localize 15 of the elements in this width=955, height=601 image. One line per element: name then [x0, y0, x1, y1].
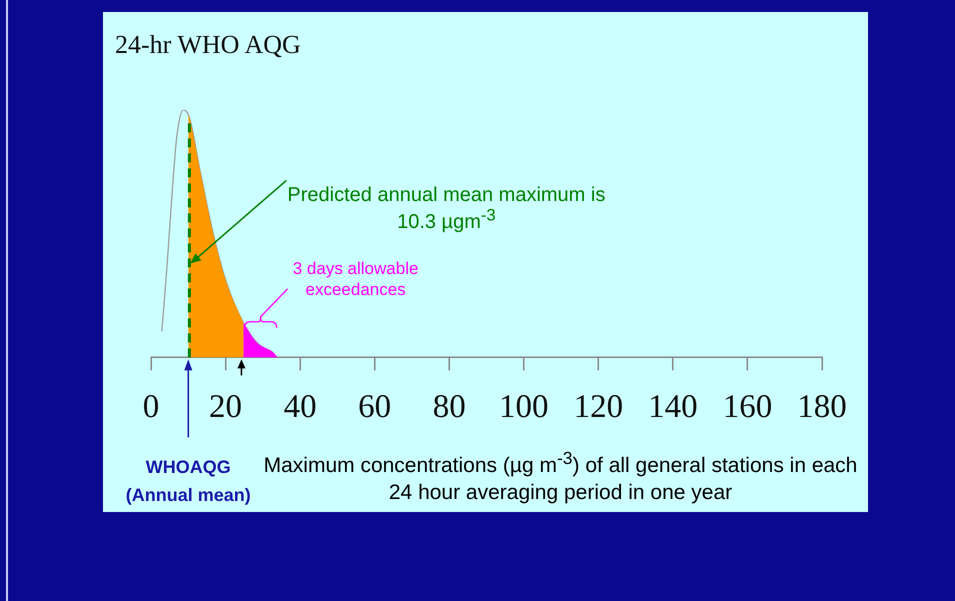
annotation: 3 days allowable exceedances — [292, 258, 420, 300]
x-tick-label: 140 — [648, 388, 698, 425]
x-tick-label: 60 — [358, 388, 392, 425]
chart-title: 24-hr WHO AQG — [115, 30, 301, 60]
x-tick-label: 40 — [284, 388, 317, 425]
x-tick-label: 20 — [209, 388, 242, 425]
x-axis-title: Maximum concentrations (µg m$^{-3}$) of all general stations in each 24 hour averaging period in one year — [263, 448, 858, 506]
x-tick-label: 120 — [574, 388, 624, 425]
text: WHOAQG (Annual mean) — [124, 456, 252, 507]
x-tick-label: 180 — [797, 388, 847, 425]
x-tick-label: 100 — [499, 388, 549, 425]
annotation: Predicted annual mean maximum is 10.3 µgm$^{-3}$ — [286, 183, 606, 235]
x-tick-label: 160 — [722, 388, 772, 425]
x-tick-label: 0 — [142, 388, 160, 425]
x-tick-label: 80 — [432, 388, 466, 425]
